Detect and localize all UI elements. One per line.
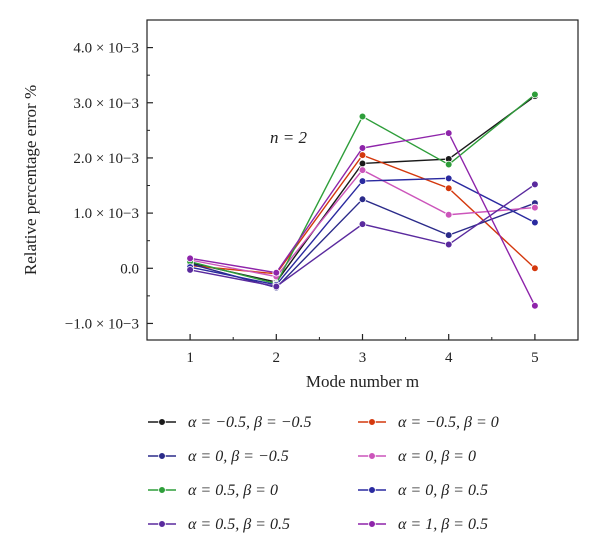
legend-entry-label: α = 0, β = 0.5 xyxy=(398,482,488,499)
legend-swatch-marker xyxy=(158,452,166,460)
series-line xyxy=(189,95,536,283)
data-point xyxy=(358,177,367,185)
x-tick-label: 3 xyxy=(359,350,367,366)
data-point xyxy=(444,160,453,169)
legend-entry-label: α = 0, β = 0 xyxy=(398,448,476,465)
data-point xyxy=(358,166,367,174)
legend-entry-label: α = 1, β = 0.5 xyxy=(398,516,488,533)
data-point xyxy=(358,151,367,159)
legend-entry-label: α = 0, β = −0.5 xyxy=(188,448,289,465)
data-point xyxy=(358,195,367,204)
data-point xyxy=(444,174,453,183)
y-axis-title: Relative percentage error % xyxy=(21,85,40,275)
y-tick-label: 1.0 × 10−3 xyxy=(73,206,139,222)
legend-swatch-marker xyxy=(368,452,376,460)
y-tick-label: 3.0 × 10−3 xyxy=(73,96,139,112)
data-point xyxy=(531,90,539,99)
data-point xyxy=(444,240,453,249)
series-line xyxy=(189,93,536,285)
x-axis-title: Mode number m xyxy=(306,372,419,391)
data-point xyxy=(444,129,453,137)
data-point xyxy=(186,266,194,274)
data-point xyxy=(272,268,281,277)
data-point xyxy=(531,218,539,227)
legend-swatch-marker xyxy=(368,520,376,528)
data-point xyxy=(358,159,367,168)
legend-swatch-marker xyxy=(368,486,376,494)
legend-entry-label: α = −0.5, β = 0 xyxy=(398,414,499,431)
y-tick-label: 4.0 × 10−3 xyxy=(73,41,139,57)
data-point xyxy=(531,180,539,189)
data-point xyxy=(186,254,194,263)
x-tick-label: 5 xyxy=(531,350,539,366)
legend-entry-label: α = 0.5, β = 0 xyxy=(188,482,278,499)
annotation-n: n = 2 xyxy=(270,128,307,147)
y-tick-label: 2.0 × 10−3 xyxy=(73,151,139,167)
data-point xyxy=(444,231,453,239)
legend-swatch-marker xyxy=(158,486,166,494)
legend-entry-label: α = −0.5, β = −0.5 xyxy=(188,414,312,431)
legend: α = −0.5, β = −0.5 α = −0.5, β = 0 α = 0, … xyxy=(148,414,499,533)
data-point xyxy=(358,112,367,121)
y-tick-label: 0.0 xyxy=(120,261,139,277)
y-tick-label: −1.0 × 10−3 xyxy=(65,316,139,332)
data-point xyxy=(358,220,367,228)
data-point xyxy=(272,282,281,291)
legend-swatch-marker xyxy=(158,520,166,528)
data-point xyxy=(531,203,539,212)
data-point xyxy=(444,184,453,193)
data-point xyxy=(444,210,453,219)
plot-area: −1.0 × 10−3 0.0 1.0 × 10−3 2.0 × 10−3 3.0 × … xyxy=(21,19,579,391)
legend-entry-label: α = 0.5, β = 0.5 xyxy=(188,516,290,533)
data-point xyxy=(531,301,539,310)
data-point xyxy=(358,144,367,152)
series-line xyxy=(189,177,536,286)
x-tick-label: 2 xyxy=(273,350,281,366)
legend-swatch-marker xyxy=(368,418,376,426)
data-point xyxy=(531,264,539,273)
legend-swatch-marker xyxy=(158,418,166,426)
x-tick-label: 4 xyxy=(445,350,453,366)
x-tick-label: 1 xyxy=(186,350,194,366)
